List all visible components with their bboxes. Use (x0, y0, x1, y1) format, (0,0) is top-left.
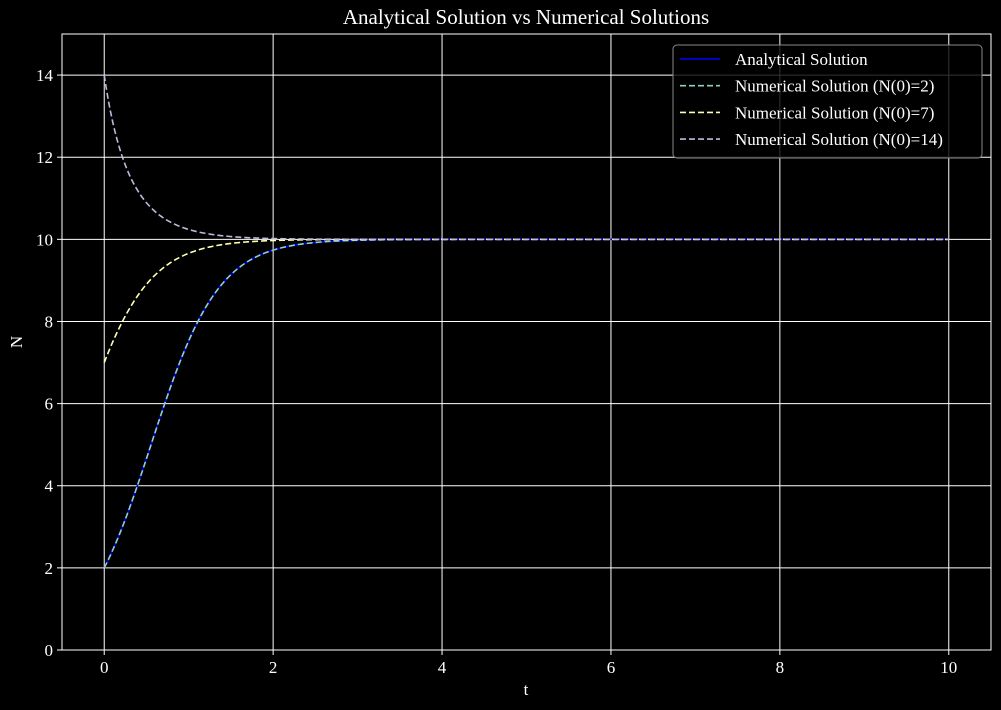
x-tick-label: 8 (776, 658, 785, 677)
legend-box (672, 44, 983, 159)
y-tick-label: 8 (45, 312, 54, 331)
legend-label: Analytical Solution (735, 50, 868, 69)
x-axis-label: t (524, 680, 529, 699)
x-tick-label: 4 (438, 658, 447, 677)
x-tick-label: 2 (269, 658, 278, 677)
y-tick-label: 0 (45, 641, 54, 660)
x-tick-label: 0 (100, 658, 109, 677)
plot-area-frame (61, 33, 992, 651)
y-tick-label: 6 (45, 395, 54, 414)
series-line-3 (103, 74, 949, 241)
y-tick-label: 2 (45, 559, 54, 578)
x-tick-label: 10 (940, 658, 957, 677)
grid-lines (62, 34, 991, 651)
legend-label: Numerical Solution (N(0)=2) (735, 77, 934, 96)
y-tick-label: 14 (36, 66, 54, 85)
y-tick-label: 10 (36, 230, 53, 249)
legend: Analytical Solution Numerical Solution (N… (672, 44, 983, 159)
data-series (103, 74, 949, 569)
y-axis-label: N (7, 336, 26, 348)
y-tick-label: 12 (36, 148, 53, 167)
chart-title: Analytical Solution vs Numerical Solutio… (343, 5, 709, 29)
x-tick-label: 6 (607, 658, 616, 677)
axis-ticks: 0 2 4 6 8 10 0 2 4 6 8 10 12 14 (36, 66, 957, 677)
y-tick-label: 4 (45, 477, 54, 496)
legend-label: Numerical Solution (N(0)=7) (735, 103, 934, 122)
legend-label: Numerical Solution (N(0)=14) (735, 130, 943, 149)
